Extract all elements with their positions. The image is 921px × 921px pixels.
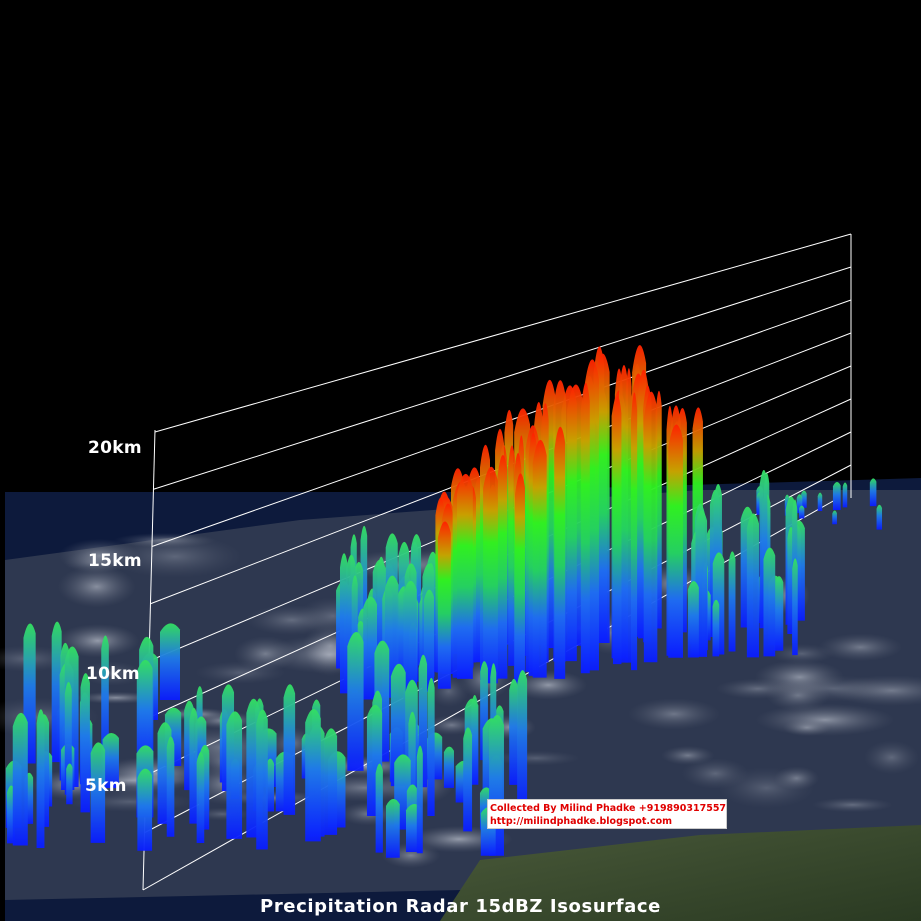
credit-line-2: http://milindphadke.blogspot.com <box>490 816 673 827</box>
land-area <box>440 825 921 921</box>
altitude-label-15km: 15km <box>88 551 142 571</box>
altitude-label-5km: 5km <box>85 776 127 796</box>
figure-title: Precipitation Radar 15dBZ Isosurface <box>260 896 661 917</box>
echo-columns <box>5 345 883 858</box>
altitude-label-20km: 20km <box>88 438 142 458</box>
credit-watermark: Collected By Milind Phadke +919890317557… <box>487 799 727 829</box>
credit-line-1: Collected By Milind Phadke +919890317557 <box>490 803 727 814</box>
altitude-label-10km: 10km <box>86 664 140 684</box>
